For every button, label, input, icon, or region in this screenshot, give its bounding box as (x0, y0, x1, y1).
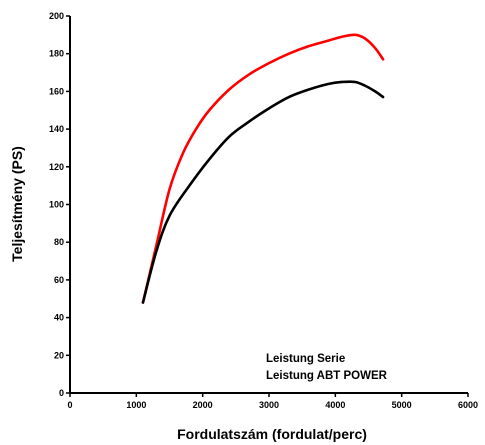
x-tick-label: 1000 (126, 400, 146, 410)
x-tick-label: 2000 (193, 400, 213, 410)
series-line-0 (141, 33, 385, 304)
y-axis-title: Teljesítmény (PS) (9, 146, 25, 262)
x-tick-label: 6000 (458, 400, 478, 410)
y-tick-label: 140 (49, 124, 64, 134)
y-tick-label: 100 (49, 200, 64, 210)
y-tick-label: 180 (49, 49, 64, 59)
y-tick-label: 200 (49, 11, 64, 21)
y-tick-label: 120 (49, 162, 64, 172)
series-line-1 (141, 80, 385, 304)
y-tick-label: 20 (54, 350, 64, 360)
y-tick-label: 80 (54, 237, 64, 247)
legend-entry-serie: Leistung Serie (266, 353, 345, 365)
chart-series (141, 33, 385, 304)
x-tick-label: 5000 (392, 400, 412, 410)
y-tick-label: 60 (54, 275, 64, 285)
y-tick-label: 160 (49, 86, 64, 96)
y-tick-label: 0 (59, 388, 64, 398)
y-tick-label: 40 (54, 313, 64, 323)
x-tick-label: 4000 (325, 400, 345, 410)
x-tick-label: 3000 (259, 400, 279, 410)
x-axis-title: Fordulatszám (fordulat/perc) (177, 426, 367, 442)
x-tick-label: 0 (67, 400, 72, 410)
legend-entry-abt-power: Leistung ABT POWER (266, 370, 388, 382)
chart-axes (69, 16, 468, 394)
